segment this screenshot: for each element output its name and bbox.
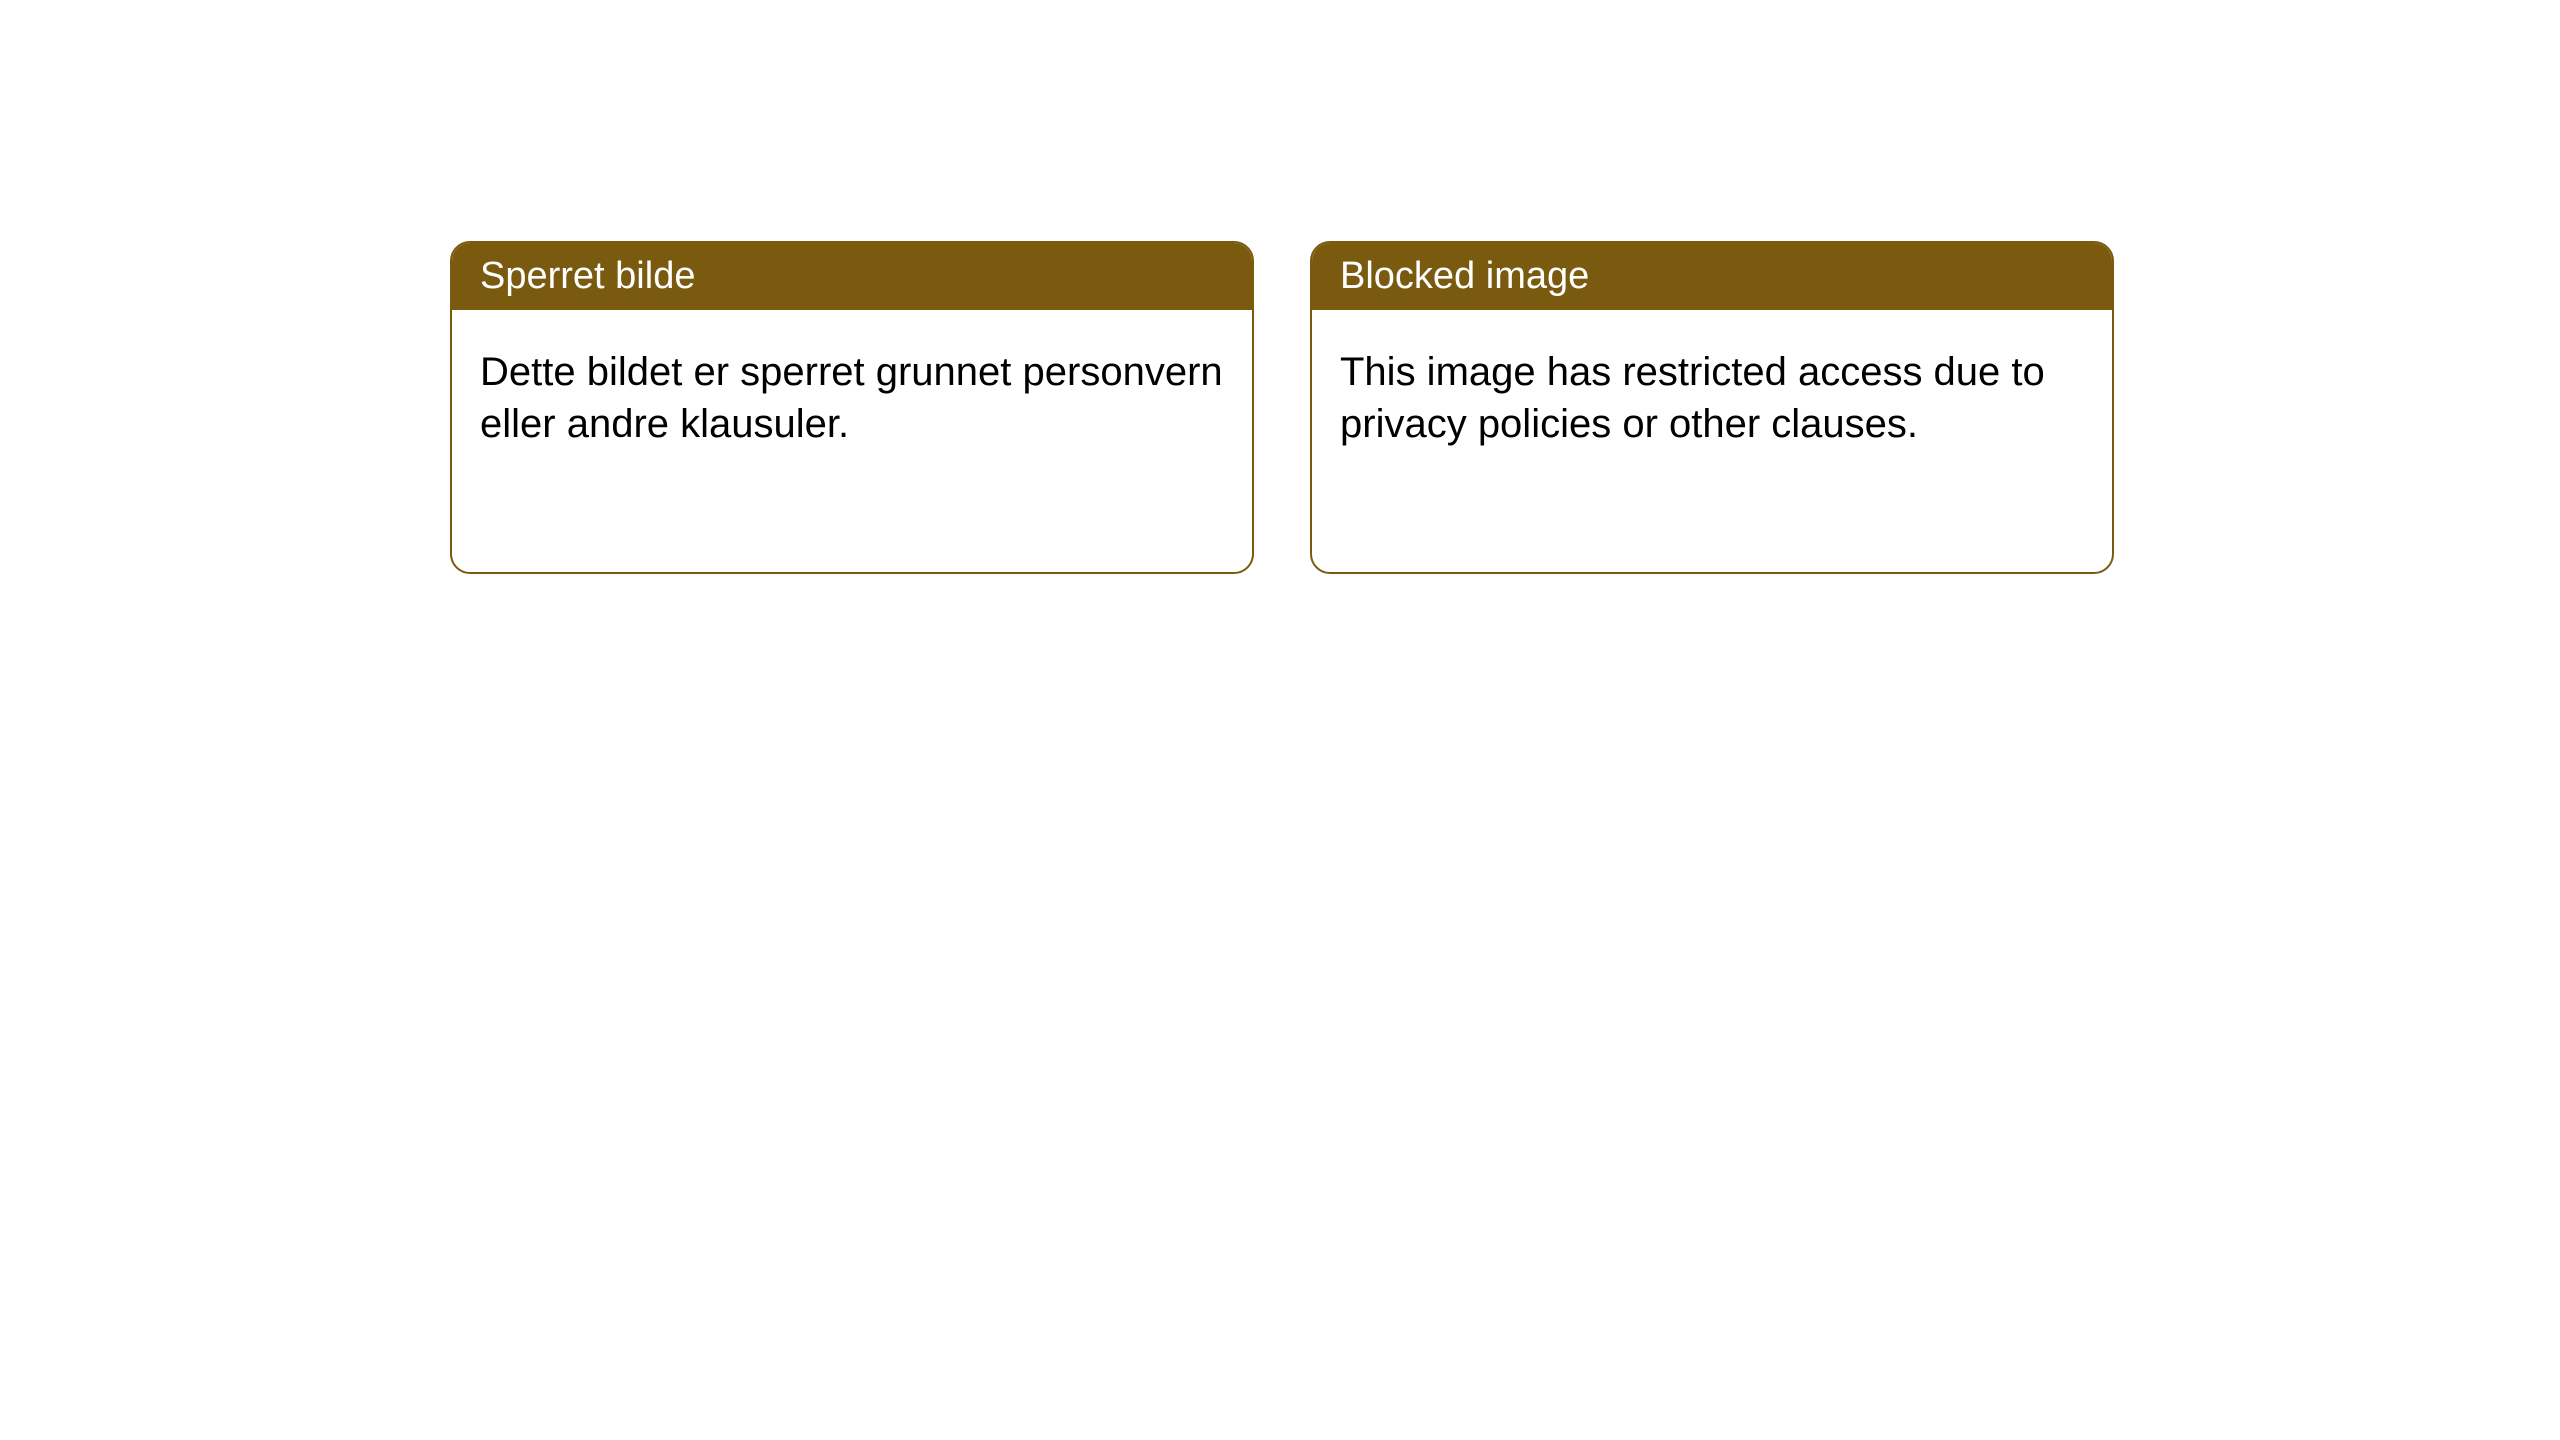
card-title: Sperret bilde: [480, 255, 695, 297]
card-body: Dette bildet er sperret grunnet personve…: [452, 310, 1252, 486]
blocked-image-card-no: Sperret bilde Dette bildet er sperret gr…: [450, 241, 1254, 574]
card-title: Blocked image: [1340, 255, 1589, 297]
cards-container: Sperret bilde Dette bildet er sperret gr…: [0, 0, 2560, 574]
card-body-text: This image has restricted access due to …: [1340, 350, 2045, 446]
card-header: Sperret bilde: [452, 243, 1252, 310]
blocked-image-card-en: Blocked image This image has restricted …: [1310, 241, 2114, 574]
card-body-text: Dette bildet er sperret grunnet personve…: [480, 350, 1223, 446]
card-body: This image has restricted access due to …: [1312, 310, 2112, 486]
card-header: Blocked image: [1312, 243, 2112, 310]
